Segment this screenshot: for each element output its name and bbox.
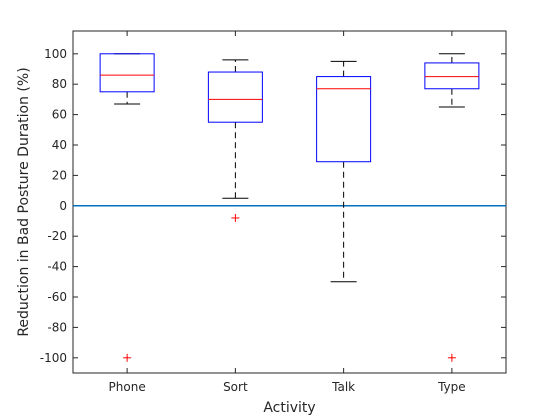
box-series xyxy=(99,53,480,362)
x-tick-label: Phone xyxy=(109,380,146,394)
x-tick-label: Talk xyxy=(331,380,355,394)
y-axis-label: Reduction in Bad Posture Duration (%) xyxy=(16,67,32,336)
y-tick-label: 0 xyxy=(59,199,67,213)
plot-area xyxy=(72,30,507,374)
outlier-marker xyxy=(123,353,132,362)
iqr-box xyxy=(207,71,263,123)
x-axis: Phone Sort Talk Type xyxy=(109,31,466,394)
y-tick-label: -20 xyxy=(47,229,67,243)
y-tick-label: -100 xyxy=(40,351,67,365)
box-talk xyxy=(316,60,372,283)
y-tick-label: 40 xyxy=(52,138,67,152)
x-tick-label: Type xyxy=(437,380,466,394)
y-tick-label: 100 xyxy=(44,47,67,61)
iqr-box xyxy=(99,53,155,93)
outlier-marker xyxy=(231,213,240,222)
y-tick-label: 60 xyxy=(52,108,67,122)
y-tick-label: 80 xyxy=(52,77,67,91)
iqr-box xyxy=(424,62,480,90)
y-tick-label: -40 xyxy=(47,260,67,274)
y-tick-label: -60 xyxy=(47,290,67,304)
iqr-box xyxy=(316,76,372,163)
box-phone xyxy=(99,53,155,362)
outlier-marker xyxy=(447,353,456,362)
y-tick-label: -80 xyxy=(47,320,67,334)
box-type xyxy=(424,53,480,362)
box-sort xyxy=(207,59,263,222)
x-axis-label: Activity xyxy=(263,400,315,416)
x-tick-label: Sort xyxy=(223,380,248,394)
y-axis: -100 -80 -60 -40 -20 0 20 40 60 80 100 xyxy=(40,47,506,365)
y-tick-label: 20 xyxy=(52,168,67,182)
